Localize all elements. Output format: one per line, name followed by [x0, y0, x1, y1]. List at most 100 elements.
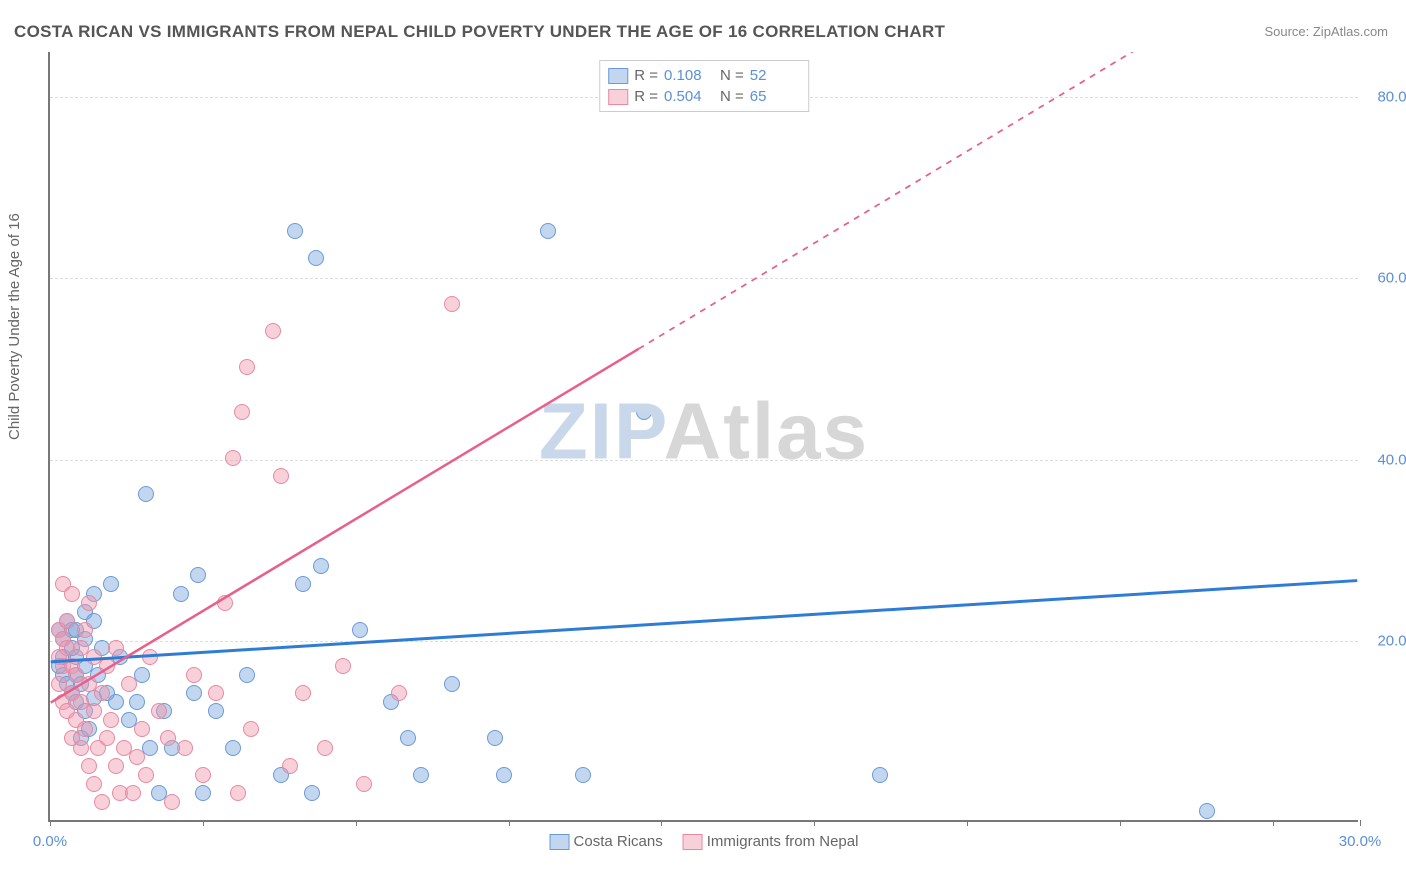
- legend-r-label: R =: [634, 88, 658, 105]
- data-point: [142, 649, 158, 665]
- data-point: [195, 767, 211, 783]
- y-axis-label: Child Poverty Under the Age of 16: [6, 213, 23, 440]
- data-point: [295, 685, 311, 701]
- data-point: [103, 576, 119, 592]
- legend-n-label: N =: [720, 67, 744, 84]
- data-point: [575, 767, 591, 783]
- trend-line: [51, 349, 639, 703]
- legend-series-label: Costa Ricans: [574, 833, 663, 850]
- data-point: [352, 622, 368, 638]
- legend-swatch: [608, 89, 628, 105]
- x-tick: [1273, 820, 1274, 826]
- data-point: [225, 740, 241, 756]
- x-tick-label: 30.0%: [1339, 833, 1382, 850]
- x-tick: [1120, 820, 1121, 826]
- data-point: [243, 721, 259, 737]
- data-point: [59, 613, 75, 629]
- x-tick: [1360, 820, 1361, 826]
- legend-n-label: N =: [720, 88, 744, 105]
- watermark-atlas: Atlas: [663, 386, 869, 475]
- data-point: [99, 730, 115, 746]
- plot-area: ZIPAtlas R = 0.108 N = 52 R = 0.504 N = …: [48, 52, 1358, 822]
- trend-line: [51, 581, 1358, 662]
- data-point: [129, 749, 145, 765]
- data-point: [335, 658, 351, 674]
- data-point: [77, 622, 93, 638]
- data-point: [195, 785, 211, 801]
- data-point: [94, 685, 110, 701]
- data-point: [636, 404, 652, 420]
- data-point: [230, 785, 246, 801]
- data-point: [121, 676, 137, 692]
- data-point: [391, 685, 407, 701]
- source-label: Source: ZipAtlas.com: [1264, 24, 1388, 39]
- legend-bottom-item: Immigrants from Nepal: [683, 833, 859, 850]
- x-tick: [814, 820, 815, 826]
- data-point: [77, 721, 93, 737]
- legend-top-row: R = 0.108 N = 52: [608, 65, 800, 86]
- data-point: [444, 296, 460, 312]
- data-point: [273, 468, 289, 484]
- data-point: [86, 703, 102, 719]
- y-tick-label: 80.0%: [1377, 89, 1406, 106]
- data-point: [134, 721, 150, 737]
- y-tick-label: 40.0%: [1377, 451, 1406, 468]
- data-point: [151, 703, 167, 719]
- data-point: [1199, 803, 1215, 819]
- data-point: [282, 758, 298, 774]
- y-tick-label: 60.0%: [1377, 270, 1406, 287]
- data-point: [103, 712, 119, 728]
- data-point: [208, 685, 224, 701]
- data-point: [160, 730, 176, 746]
- data-point: [190, 567, 206, 583]
- data-point: [413, 767, 429, 783]
- legend-bottom-item: Costa Ricans: [550, 833, 663, 850]
- data-point: [487, 730, 503, 746]
- data-point: [94, 794, 110, 810]
- data-point: [265, 323, 281, 339]
- data-point: [186, 685, 202, 701]
- data-point: [239, 359, 255, 375]
- data-point: [129, 694, 145, 710]
- legend-top-row: R = 0.504 N = 65: [608, 86, 800, 107]
- data-point: [400, 730, 416, 746]
- x-tick: [203, 820, 204, 826]
- data-point: [287, 223, 303, 239]
- data-point: [164, 794, 180, 810]
- trend-lines-layer: [50, 52, 1358, 820]
- legend-r-value: 0.504: [664, 88, 714, 105]
- watermark-zip: ZIP: [539, 386, 664, 475]
- data-point: [317, 740, 333, 756]
- x-tick-label: 0.0%: [33, 833, 67, 850]
- data-point: [304, 785, 320, 801]
- gridline: [50, 641, 1358, 642]
- y-tick-label: 20.0%: [1377, 632, 1406, 649]
- legend-n-value: 52: [750, 67, 800, 84]
- data-point: [208, 703, 224, 719]
- x-tick: [661, 820, 662, 826]
- data-point: [99, 658, 115, 674]
- data-point: [540, 223, 556, 239]
- data-point: [356, 776, 372, 792]
- chart-title: COSTA RICAN VS IMMIGRANTS FROM NEPAL CHI…: [14, 22, 945, 42]
- data-point: [496, 767, 512, 783]
- data-point: [108, 640, 124, 656]
- data-point: [138, 486, 154, 502]
- legend-r-value: 0.108: [664, 67, 714, 84]
- x-tick: [509, 820, 510, 826]
- data-point: [217, 595, 233, 611]
- data-point: [225, 450, 241, 466]
- data-point: [313, 558, 329, 574]
- data-point: [444, 676, 460, 692]
- x-tick: [356, 820, 357, 826]
- data-point: [872, 767, 888, 783]
- data-point: [308, 250, 324, 266]
- data-point: [295, 576, 311, 592]
- data-point: [177, 740, 193, 756]
- legend-swatch: [608, 68, 628, 84]
- legend-swatch: [550, 834, 570, 850]
- data-point: [234, 404, 250, 420]
- data-point: [138, 767, 154, 783]
- legend-top: R = 0.108 N = 52 R = 0.504 N = 65: [599, 60, 809, 112]
- data-point: [64, 586, 80, 602]
